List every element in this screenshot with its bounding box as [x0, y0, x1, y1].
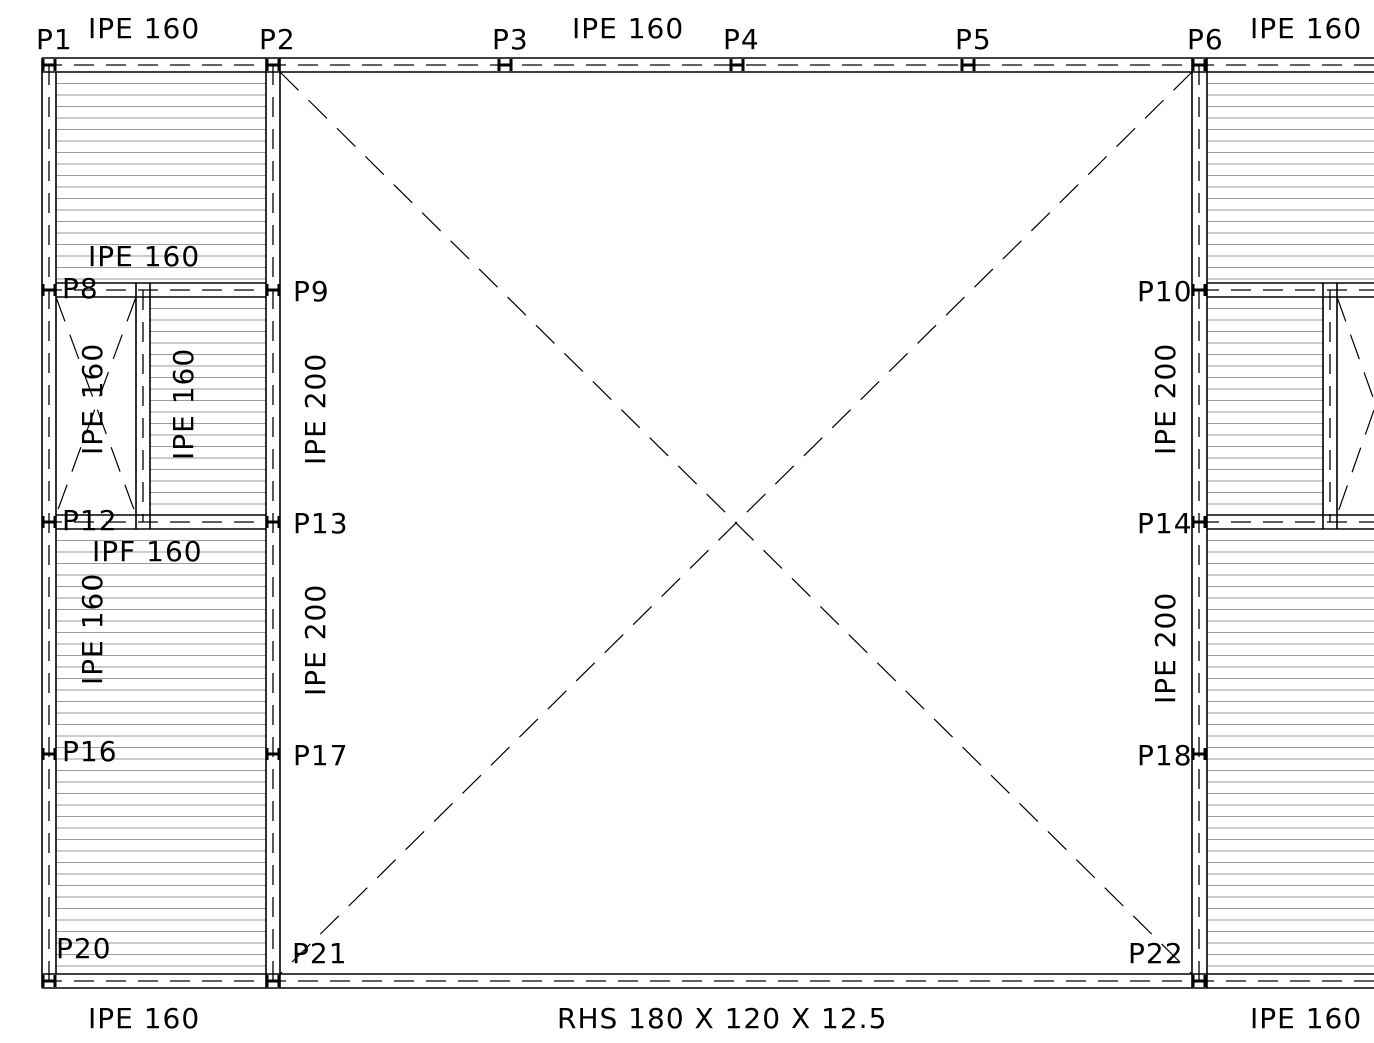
column-h-symbol — [1191, 284, 1207, 296]
deck-hatch-right-top — [1207, 83, 1374, 280]
beam-label-vert-lower-left: IPE 160 — [76, 573, 109, 685]
label-p13: P13 — [293, 507, 349, 540]
label-p16: P16 — [62, 735, 118, 768]
deck-hatch-right-opening — [1207, 308, 1323, 505]
label-p3: P3 — [492, 23, 529, 56]
column-h-symbol — [1191, 975, 1207, 987]
column-h-symbol — [1191, 516, 1207, 528]
label-p1: P1 — [36, 23, 73, 56]
beam-label-vert-opening-a: IPE 160 — [76, 343, 109, 455]
beam-label-vert-opening-b: IPE 160 — [167, 348, 200, 460]
label-p18: P18 — [1137, 739, 1193, 772]
beam-label-bottom-left: IPE 160 — [88, 1002, 200, 1035]
beam-label-mid-lower-left: IPF 160 — [92, 535, 203, 568]
column-markers — [41, 59, 1207, 987]
column-h-symbol — [265, 59, 281, 71]
beam-label-vert-p9-p13: IPE 200 — [299, 353, 332, 465]
beam-label-bottom-right: IPE 160 — [1250, 1002, 1362, 1035]
beam-label-bottom-mid: RHS 180 X 120 X 12.5 — [557, 1002, 887, 1035]
column-h-symbol — [41, 284, 57, 296]
column-h-symbol — [41, 975, 57, 987]
beam-labels: IPE 160 IPE 160 IPE 160 IPE 160 IPF 160 … — [76, 12, 1362, 1035]
label-p21: P21 — [292, 937, 348, 970]
deck-hatch-left-opening — [150, 308, 266, 505]
column-h-symbol — [265, 975, 281, 987]
label-p17: P17 — [293, 739, 349, 772]
label-p2: P2 — [259, 23, 296, 56]
column-h-symbol — [1191, 748, 1207, 760]
column-h-symbol — [729, 59, 745, 71]
deck-hatch-left-top — [56, 83, 266, 280]
label-p8: P8 — [62, 272, 99, 305]
deck-hatch-left-bottom — [56, 540, 266, 967]
label-p10: P10 — [1137, 275, 1193, 308]
beam-label-vert-p13-p17: IPE 200 — [299, 584, 332, 696]
label-p6: P6 — [1187, 23, 1224, 56]
column-h-symbol — [960, 59, 976, 71]
bracing-diagonals — [55, 71, 1374, 975]
label-p5: P5 — [955, 23, 992, 56]
beam-label-top-mid: IPE 160 — [572, 12, 684, 45]
label-p4: P4 — [723, 23, 760, 56]
beam-label-mid-left: IPE 160 — [88, 240, 200, 273]
column-h-symbol — [265, 284, 281, 296]
beam-label-top-right: IPE 160 — [1250, 12, 1362, 45]
label-p12: P12 — [62, 504, 118, 537]
label-p14: P14 — [1137, 507, 1193, 540]
beam-label-top-left: IPE 160 — [88, 12, 200, 45]
beam-label-vert-p14-p18: IPE 200 — [1149, 592, 1182, 704]
column-h-symbol — [1191, 59, 1207, 71]
column-labels: P1 P2 P3 P4 P5 P6 P8 P9 P10 P12 P13 P14 … — [36, 23, 1224, 970]
label-p9: P9 — [293, 275, 330, 308]
column-h-symbol — [41, 516, 57, 528]
column-h-symbol — [41, 748, 57, 760]
label-p20: P20 — [56, 932, 112, 965]
column-h-symbol — [497, 59, 513, 71]
deck-hatch-right-bottom — [1207, 540, 1374, 967]
column-h-symbol — [41, 59, 57, 71]
column-h-symbol — [265, 748, 281, 760]
beam-label-vert-p10-p14: IPE 200 — [1149, 343, 1182, 455]
label-p22: P22 — [1128, 937, 1184, 970]
column-h-symbol — [265, 516, 281, 528]
